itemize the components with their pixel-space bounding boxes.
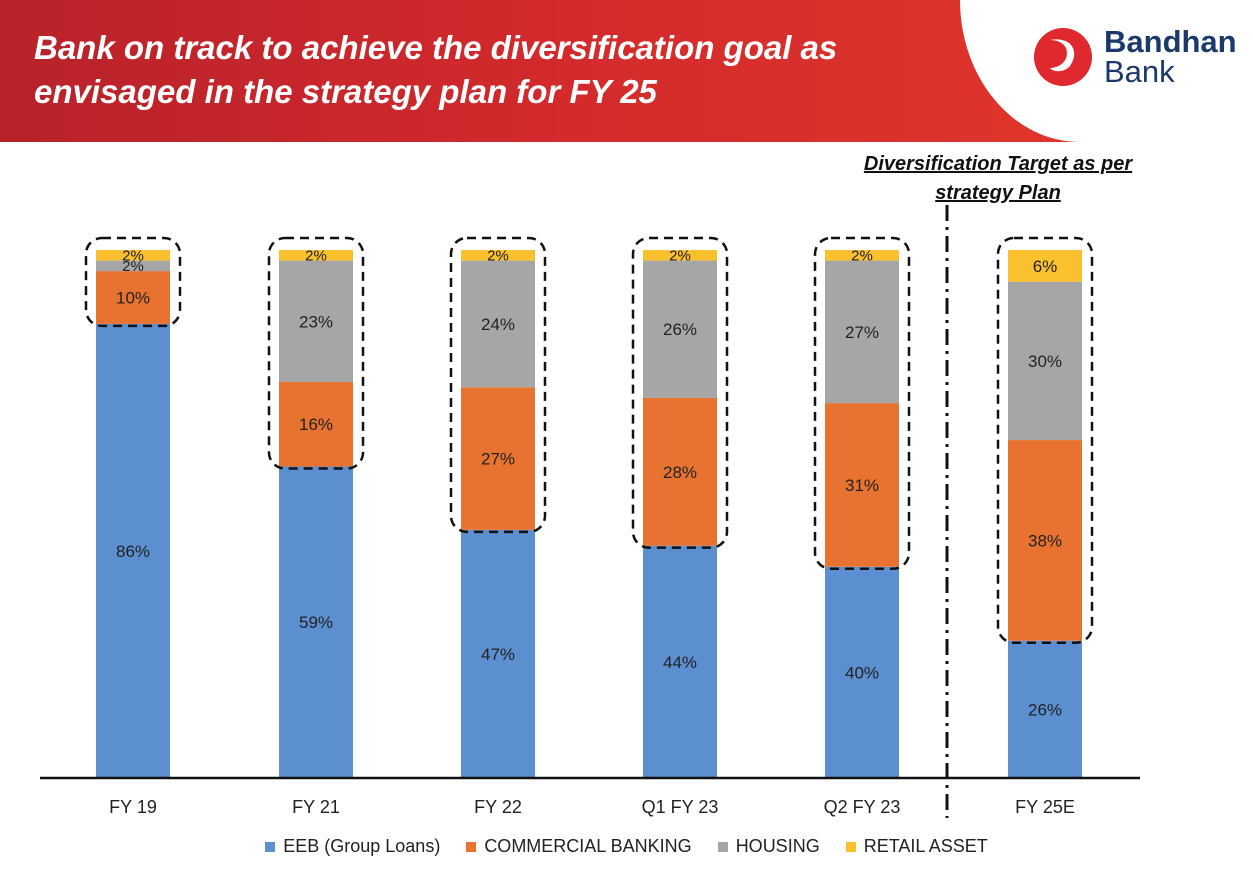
bar-segment bbox=[1008, 640, 1082, 778]
highlight-box bbox=[631, 236, 729, 549]
data-label: 40% bbox=[845, 663, 879, 682]
data-label: 26% bbox=[1028, 700, 1062, 719]
data-label: 2% bbox=[122, 247, 144, 264]
data-label: 2% bbox=[669, 247, 691, 264]
bar-segment bbox=[461, 529, 535, 778]
highlight-box bbox=[267, 236, 365, 470]
legend-item: EEB (Group Loans) bbox=[265, 836, 440, 857]
legend-label: EEB (Group Loans) bbox=[283, 836, 441, 856]
bar-segment bbox=[279, 466, 353, 778]
legend-label: COMMERCIAL BANKING bbox=[484, 836, 692, 856]
bar-segment bbox=[1008, 440, 1082, 641]
logo-line1: Bandhan bbox=[1104, 24, 1237, 59]
legend-item: HOUSING bbox=[717, 836, 820, 857]
bar-segment bbox=[825, 566, 899, 778]
highlight-box bbox=[84, 236, 182, 328]
x-tick-label: FY 25E bbox=[1015, 797, 1075, 817]
bar-segment bbox=[825, 260, 899, 404]
bar-segment bbox=[1008, 250, 1082, 282]
legend: EEB (Group Loans) COMMERCIAL BANKING HOUSI… bbox=[0, 836, 1253, 857]
legend-swatch bbox=[466, 841, 477, 852]
data-label: 47% bbox=[481, 645, 515, 664]
bar-segment bbox=[643, 260, 717, 398]
logo-line2: Bank bbox=[1104, 54, 1175, 89]
data-label: 26% bbox=[663, 320, 697, 339]
data-label: 44% bbox=[663, 653, 697, 672]
legend-item: COMMERCIAL BANKING bbox=[466, 836, 692, 857]
data-label: 6% bbox=[1033, 257, 1058, 276]
data-label: 31% bbox=[845, 476, 879, 495]
x-tick-label: Q2 FY 23 bbox=[824, 797, 901, 817]
data-label: 27% bbox=[481, 450, 515, 469]
bar-segment bbox=[643, 545, 717, 778]
x-tick-label: FY 21 bbox=[292, 797, 340, 817]
target-title: Diversification Target as per strategy P… bbox=[863, 153, 1133, 204]
bar-segment bbox=[96, 271, 170, 324]
bar-segment bbox=[279, 382, 353, 467]
legend-label: HOUSING bbox=[735, 836, 820, 856]
data-label: 28% bbox=[663, 463, 697, 482]
data-label: 10% bbox=[116, 289, 150, 308]
highlight-box bbox=[813, 236, 911, 571]
data-label: 30% bbox=[1028, 352, 1062, 371]
highlight-box bbox=[449, 236, 547, 534]
bar-segment bbox=[461, 260, 535, 388]
bandhan-logo-icon bbox=[1034, 28, 1092, 86]
data-label: 2% bbox=[851, 247, 873, 264]
bar-segment bbox=[643, 397, 717, 546]
x-tick-label: FY 19 bbox=[109, 797, 157, 817]
highlight-box bbox=[996, 236, 1094, 644]
legend-swatch bbox=[845, 841, 856, 852]
bar-segment bbox=[96, 250, 170, 261]
page-title: Bank on track to achieve the diversifica… bbox=[34, 29, 838, 110]
bar-segment bbox=[461, 387, 535, 530]
data-label: 38% bbox=[1028, 531, 1062, 550]
data-label: 2% bbox=[487, 247, 509, 264]
legend-label: RETAIL ASSET bbox=[863, 836, 988, 856]
bar-segment bbox=[461, 250, 535, 261]
data-label: 86% bbox=[116, 542, 150, 561]
data-label: 16% bbox=[299, 415, 333, 434]
data-label: 27% bbox=[845, 323, 879, 342]
bar-segment bbox=[279, 250, 353, 261]
bar-segment bbox=[643, 250, 717, 261]
data-label: 2% bbox=[305, 247, 327, 264]
legend-swatch bbox=[717, 841, 728, 852]
bar-segment bbox=[825, 403, 899, 567]
bar-segment bbox=[96, 260, 170, 272]
data-label: 24% bbox=[481, 315, 515, 334]
data-label: 2% bbox=[122, 258, 144, 275]
bar-segment bbox=[1008, 281, 1082, 441]
legend-swatch bbox=[265, 841, 276, 852]
legend-item: RETAIL ASSET bbox=[845, 836, 988, 857]
bar-segment bbox=[279, 260, 353, 382]
data-label: 23% bbox=[299, 312, 333, 331]
bar-segment bbox=[825, 250, 899, 261]
bank-logo-text: Bandhan Bank bbox=[1104, 24, 1237, 89]
x-tick-label: FY 22 bbox=[474, 797, 522, 817]
data-label: 59% bbox=[299, 613, 333, 632]
x-tick-label: Q1 FY 23 bbox=[642, 797, 719, 817]
bar-segment bbox=[96, 323, 170, 778]
